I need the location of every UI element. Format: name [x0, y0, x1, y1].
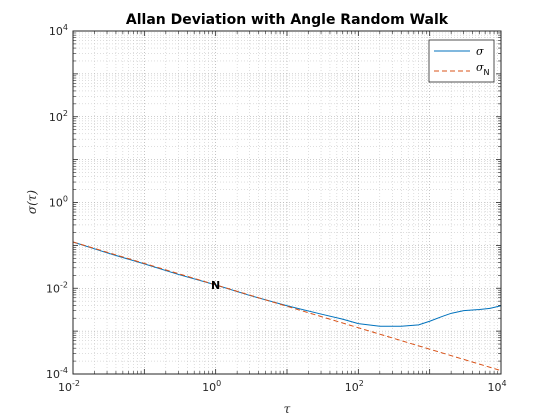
legend-label-sigma-n: σN — [476, 61, 490, 77]
x-tick-label: 100 — [202, 379, 221, 394]
x-tick-label: 104 — [487, 379, 506, 394]
series-line-1 — [72, 241, 502, 372]
y-tick-label: 10-4 — [46, 366, 68, 381]
y-tick-label: 102 — [49, 109, 68, 124]
legend-label-sigma: σ — [476, 45, 484, 58]
legend: σ σN — [428, 39, 495, 83]
legend-box — [428, 39, 495, 83]
y-tick-label: 100 — [49, 195, 68, 210]
annotation-label: N — [211, 279, 220, 292]
annotation-layer: N — [211, 279, 220, 292]
x-tick-label: 10-2 — [58, 379, 80, 394]
chart-title: Allan Deviation with Angle Random Walk — [126, 12, 449, 28]
x-tick-label: 102 — [345, 379, 364, 394]
series-layer — [72, 241, 502, 372]
series-line-0 — [72, 241, 502, 327]
y-axis-label: σ(τ) — [25, 190, 39, 215]
y-tick-label: 10-2 — [46, 280, 68, 295]
y-tick-label: 104 — [49, 23, 68, 38]
x-axis-label: τ — [284, 402, 291, 416]
